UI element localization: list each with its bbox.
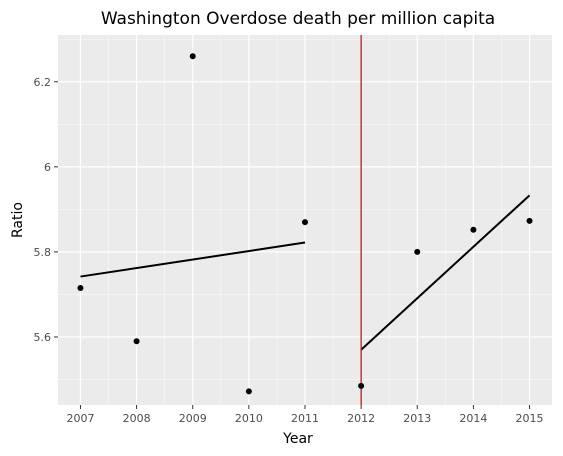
trend-line bbox=[360, 194, 531, 351]
x-tick-label: 2015 bbox=[516, 412, 544, 425]
x-tick-label: 2010 bbox=[235, 412, 263, 425]
x-axis-ticks: 2007 2008 2009 2010 2011 2012 2013 2014 2015 bbox=[66, 405, 544, 425]
x-tick-label: 2011 bbox=[291, 412, 319, 425]
chart-title: Washington Overdose death per million ca… bbox=[101, 9, 495, 29]
x-tick-label: 2007 bbox=[66, 412, 94, 425]
data-point bbox=[358, 382, 365, 389]
x-tick-label: 2009 bbox=[179, 412, 207, 425]
data-point bbox=[133, 338, 140, 345]
x-tick-label: 2013 bbox=[403, 412, 431, 425]
data-point bbox=[189, 53, 196, 60]
data-point bbox=[245, 388, 252, 395]
trend-lines bbox=[80, 194, 531, 351]
y-axis-title: Ratio bbox=[10, 202, 26, 238]
data-point bbox=[302, 219, 308, 226]
x-tick-label: 2014 bbox=[459, 412, 487, 425]
y-tick-label: 5.6 bbox=[34, 331, 52, 344]
x-axis-title: Year bbox=[282, 431, 313, 447]
x-tick-label: 2012 bbox=[347, 412, 375, 425]
data-points bbox=[77, 53, 533, 395]
y-axis-ticks: 5.6 5.8 6 6.2 bbox=[34, 76, 58, 344]
y-tick-label: 6.2 bbox=[34, 76, 52, 89]
y-tick-label: 6 bbox=[44, 161, 51, 174]
data-point bbox=[77, 285, 84, 292]
data-point bbox=[414, 248, 421, 255]
x-tick-label: 2008 bbox=[123, 412, 151, 425]
data-point bbox=[526, 217, 533, 224]
trend-line bbox=[80, 241, 306, 278]
data-point bbox=[470, 226, 477, 233]
y-tick-label: 5.8 bbox=[34, 246, 52, 259]
